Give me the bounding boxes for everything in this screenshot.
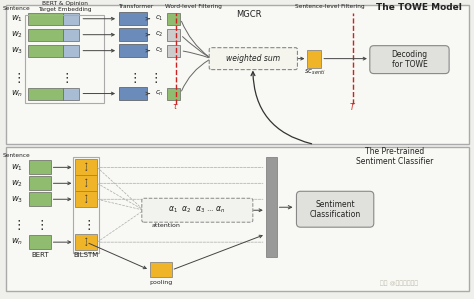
- Bar: [64, 13, 79, 25]
- Text: pooling: pooling: [149, 280, 172, 285]
- Text: BERT & Opinion
Target Embedding: BERT & Opinion Target Embedding: [38, 1, 91, 12]
- Bar: [75, 191, 97, 207]
- Text: ↓: ↓: [84, 167, 89, 172]
- Bar: [166, 88, 181, 100]
- Text: weighted sum: weighted sum: [226, 54, 280, 63]
- FancyBboxPatch shape: [296, 191, 374, 227]
- Bar: [119, 12, 147, 25]
- Bar: [119, 28, 147, 41]
- Text: $c_n$: $c_n$: [155, 89, 164, 98]
- Text: The Pre-trained
Sentiment Classifier: The Pre-trained Sentiment Classifier: [356, 147, 433, 166]
- Text: ↑: ↑: [84, 195, 89, 200]
- Bar: [75, 234, 97, 250]
- Text: ↓: ↓: [84, 242, 89, 247]
- Text: Sentence: Sentence: [3, 6, 31, 11]
- Bar: [6, 147, 469, 291]
- Text: $\vdots$: $\vdots$: [60, 71, 69, 85]
- Text: $\vdots$: $\vdots$: [82, 218, 91, 232]
- Text: 知乎 @王晋东不在家: 知乎 @王晋东不在家: [381, 280, 419, 286]
- Bar: [28, 29, 64, 41]
- Text: $c_2$: $c_2$: [155, 30, 163, 39]
- Bar: [29, 235, 51, 249]
- Text: ↑: ↑: [84, 179, 89, 184]
- Text: ↓: ↓: [84, 199, 89, 204]
- Bar: [73, 157, 99, 253]
- Bar: [28, 45, 64, 57]
- Text: The TOWE Model: The TOWE Model: [376, 3, 462, 12]
- Text: $\alpha_1$  $\alpha_2$  $\alpha_3$ ... $\alpha_n$: $\alpha_1$ $\alpha_2$ $\alpha_3$ ... $\a…: [168, 205, 226, 216]
- Text: $c_3$: $c_3$: [155, 46, 163, 55]
- Bar: [25, 15, 104, 103]
- FancyBboxPatch shape: [370, 46, 449, 74]
- Bar: [166, 13, 181, 25]
- Bar: [75, 175, 97, 191]
- Bar: [28, 13, 64, 25]
- Bar: [64, 88, 79, 100]
- Text: $c_1$: $c_1$: [155, 14, 163, 23]
- Bar: [29, 176, 51, 190]
- Bar: [6, 5, 469, 144]
- Text: $w_2$: $w_2$: [11, 178, 23, 189]
- Text: $sc_{senti}$: $sc_{senti}$: [303, 68, 325, 77]
- Text: $\vdots$: $\vdots$: [149, 71, 158, 85]
- Text: $w_n$: $w_n$: [11, 88, 23, 99]
- Text: $\vdots$: $\vdots$: [12, 71, 21, 85]
- Bar: [150, 262, 172, 277]
- Text: Sentence: Sentence: [3, 153, 31, 158]
- Bar: [266, 157, 277, 257]
- Text: $w_3$: $w_3$: [11, 194, 23, 205]
- Text: $w_3$: $w_3$: [11, 45, 23, 56]
- Text: Word-level Filtering: Word-level Filtering: [165, 4, 222, 9]
- Text: ↑: ↑: [84, 163, 89, 168]
- Text: $w_1$: $w_1$: [11, 162, 23, 173]
- Bar: [64, 45, 79, 57]
- Bar: [64, 29, 79, 41]
- Bar: [307, 50, 321, 68]
- Bar: [29, 160, 51, 174]
- FancyBboxPatch shape: [209, 48, 298, 70]
- Bar: [28, 88, 64, 100]
- Bar: [166, 29, 181, 41]
- Text: Sentence-level Filtering: Sentence-level Filtering: [295, 4, 365, 9]
- Text: $T$: $T$: [349, 101, 356, 112]
- Bar: [29, 192, 51, 206]
- Text: $w_1$: $w_1$: [11, 13, 23, 24]
- Text: $\vdots$: $\vdots$: [12, 218, 21, 232]
- Text: MGCR: MGCR: [236, 10, 262, 19]
- Text: ↑: ↑: [84, 238, 89, 243]
- Text: Transformer: Transformer: [118, 4, 154, 9]
- Text: Decoding
for TOWE: Decoding for TOWE: [392, 50, 428, 69]
- FancyBboxPatch shape: [142, 198, 253, 222]
- Text: ↓: ↓: [84, 183, 89, 188]
- Text: BERT: BERT: [31, 252, 48, 258]
- Text: Sentiment
Classification: Sentiment Classification: [310, 199, 361, 219]
- Text: $w_n$: $w_n$: [11, 237, 23, 247]
- Text: BiLSTM: BiLSTM: [73, 252, 99, 258]
- Text: $\vdots$: $\vdots$: [128, 71, 137, 85]
- Text: $\vdots$: $\vdots$: [35, 218, 44, 232]
- Bar: [166, 45, 181, 57]
- Text: $\tau$: $\tau$: [172, 102, 179, 111]
- Text: attention: attention: [151, 223, 180, 228]
- Bar: [119, 44, 147, 57]
- Bar: [75, 159, 97, 175]
- Bar: [119, 86, 147, 100]
- Text: $w_2$: $w_2$: [11, 29, 23, 40]
